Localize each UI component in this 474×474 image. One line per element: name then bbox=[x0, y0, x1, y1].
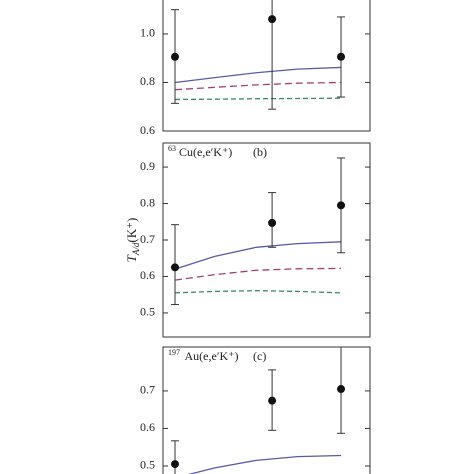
y-axis-label-part: T bbox=[124, 254, 139, 262]
plot-area bbox=[171, 0, 346, 110]
isotope-mass: 63 bbox=[168, 144, 176, 153]
curve bbox=[174, 267, 342, 281]
curve bbox=[175, 97, 342, 101]
reaction-label: Au(e,e′K⁺) bbox=[185, 349, 239, 363]
y-axis-label: TA/d(K⁺) bbox=[124, 218, 141, 263]
data-point bbox=[268, 396, 277, 405]
y-tick-label: 0.7 bbox=[140, 232, 155, 246]
curve bbox=[174, 66, 342, 84]
panel-label: (b) bbox=[253, 145, 267, 159]
plot-area bbox=[171, 157, 346, 306]
y-tick-label: 0.5 bbox=[140, 458, 155, 472]
y-axis-label-part: A/d bbox=[131, 242, 141, 256]
data-point bbox=[171, 52, 180, 61]
plot-area bbox=[171, 347, 346, 474]
panel-frame bbox=[162, 0, 371, 132]
panel-label: (c) bbox=[253, 349, 266, 363]
panel-frame bbox=[162, 346, 371, 474]
curve bbox=[174, 290, 342, 294]
y-tick-label: 0.9 bbox=[140, 159, 155, 173]
y-tick-label: 0.8 bbox=[140, 195, 155, 209]
y-axis-label-part: (K⁺) bbox=[124, 218, 139, 243]
data-point bbox=[268, 218, 277, 227]
y-tick-label: 0.6 bbox=[140, 420, 155, 434]
curve bbox=[174, 81, 342, 91]
data-point bbox=[337, 52, 346, 61]
data-point bbox=[337, 385, 346, 394]
curve bbox=[174, 241, 342, 270]
y-tick-label: 0.8 bbox=[140, 74, 155, 88]
reaction-label: Cu(e,e′K⁺) bbox=[179, 145, 232, 159]
data-point bbox=[171, 263, 180, 272]
isotope-mass: 197 bbox=[168, 348, 180, 357]
y-tick-label: 0.5 bbox=[140, 305, 155, 319]
panel-frame bbox=[162, 142, 371, 338]
data-point bbox=[171, 460, 180, 469]
y-tick-label: 0.6 bbox=[140, 268, 155, 282]
curve bbox=[188, 454, 342, 474]
y-tick-label: 1.0 bbox=[140, 26, 155, 40]
data-point bbox=[337, 201, 346, 210]
data-point bbox=[268, 15, 277, 24]
y-tick-label: 0.6 bbox=[140, 123, 155, 137]
y-tick-label: 0.7 bbox=[140, 383, 155, 397]
